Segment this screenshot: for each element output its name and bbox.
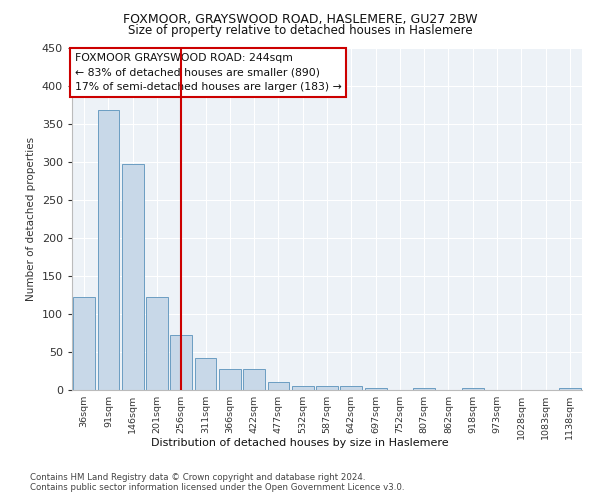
Bar (146, 297, 168, 390)
Text: FOXMOOR, GRAYSWOOD ROAD, HASLEMERE, GU27 2BW: FOXMOOR, GRAYSWOOD ROAD, HASLEMERE, GU27… (122, 12, 478, 26)
Bar (219, 368, 241, 390)
Bar (268, 382, 289, 390)
Bar (316, 386, 338, 390)
Text: Contains HM Land Registry data © Crown copyright and database right 2024.
Contai: Contains HM Land Registry data © Crown c… (30, 472, 404, 492)
Bar (292, 386, 314, 390)
Text: Distribution of detached houses by size in Haslemere: Distribution of detached houses by size … (151, 438, 449, 448)
Bar (194, 358, 217, 390)
Bar (170, 335, 192, 390)
Bar (340, 386, 362, 390)
Bar (97, 110, 119, 390)
Bar (462, 388, 484, 390)
Bar (413, 388, 435, 390)
Text: Size of property relative to detached houses in Haslemere: Size of property relative to detached ho… (128, 24, 472, 37)
Bar (122, 164, 143, 390)
Text: FOXMOOR GRAYSWOOD ROAD: 244sqm
← 83% of detached houses are smaller (890)
17% of: FOXMOOR GRAYSWOOD ROAD: 244sqm ← 83% of … (74, 52, 341, 92)
Y-axis label: Number of detached properties: Number of detached properties (26, 136, 36, 301)
Bar (559, 388, 581, 390)
Bar (73, 297, 95, 390)
Bar (243, 368, 265, 390)
Bar (365, 388, 386, 390)
